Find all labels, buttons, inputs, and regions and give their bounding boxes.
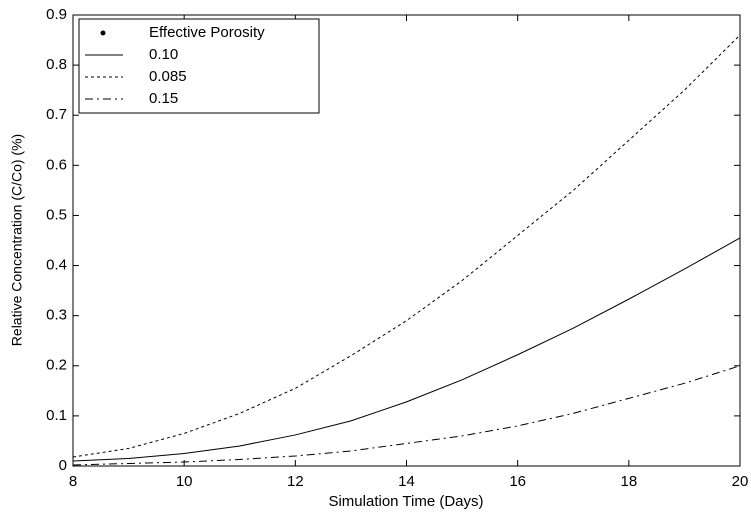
y-tick-label: 0.7: [46, 106, 67, 123]
y-tick-label: 0.4: [46, 257, 67, 274]
y-tick-label: 0.2: [46, 357, 67, 374]
legend-title: Effective Porosity: [149, 24, 265, 41]
series-line: [72, 365, 741, 466]
x-tick-label: 18: [620, 473, 637, 490]
y-tick-label: 0.8: [46, 56, 67, 73]
x-tick-label: 20: [732, 473, 749, 490]
legend: Effective Porosity 0.10 0.085 0.15: [78, 18, 320, 114]
legend-label: 0.15: [149, 90, 178, 107]
x-axis-label: Simulation Time (Days): [328, 493, 483, 510]
y-axis-label: Relative Concentration (C/Co) (%): [9, 134, 25, 346]
x-tick-label: 12: [287, 473, 304, 490]
y-tick-label: 0: [59, 457, 67, 474]
y-tick-label: 0.6: [46, 156, 67, 173]
legend-label: 0.085: [149, 68, 187, 85]
y-tick-label: 0.9: [46, 6, 67, 23]
x-tick-label: 14: [398, 473, 415, 490]
x-tick-label: 10: [176, 473, 193, 490]
y-tick-label: 0.3: [46, 307, 67, 324]
series-line: [72, 34, 741, 458]
legend-label: 0.10: [149, 46, 178, 63]
legend-marker: [100, 30, 106, 36]
legend-box: [78, 18, 320, 114]
series-line: [72, 237, 741, 462]
y-tick-label: 0.1: [46, 407, 67, 424]
x-tick-label: 8: [69, 473, 77, 490]
y-tick-label: 0.5: [46, 206, 67, 223]
x-tick-label: 16: [509, 473, 526, 490]
